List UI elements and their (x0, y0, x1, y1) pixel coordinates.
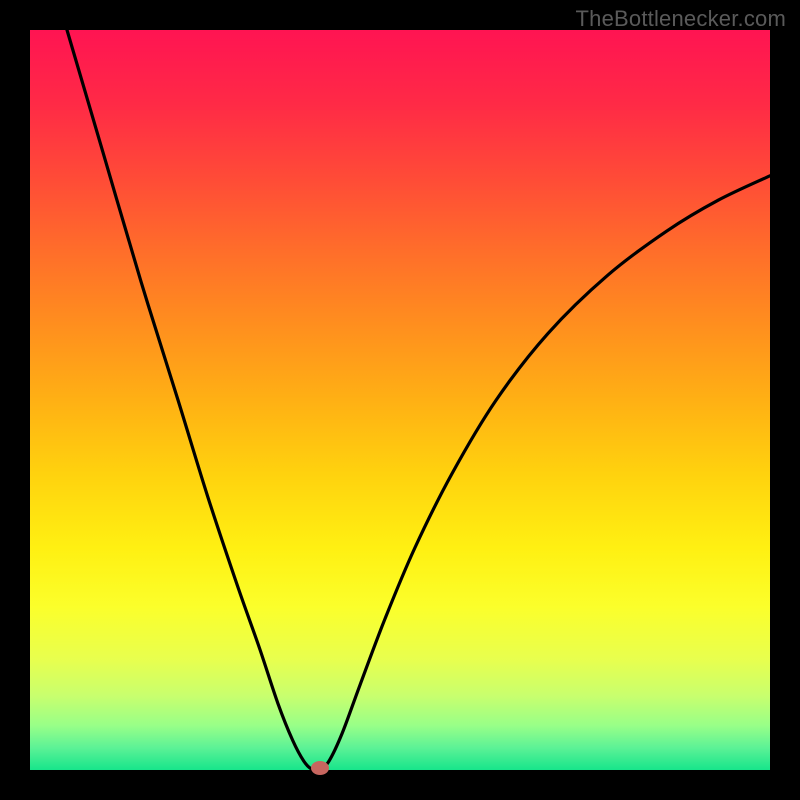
chart-container: TheBottlenecker.com (0, 0, 800, 800)
curve-line (30, 30, 770, 770)
watermark-text: TheBottlenecker.com (576, 6, 786, 32)
minimum-marker (311, 761, 329, 775)
